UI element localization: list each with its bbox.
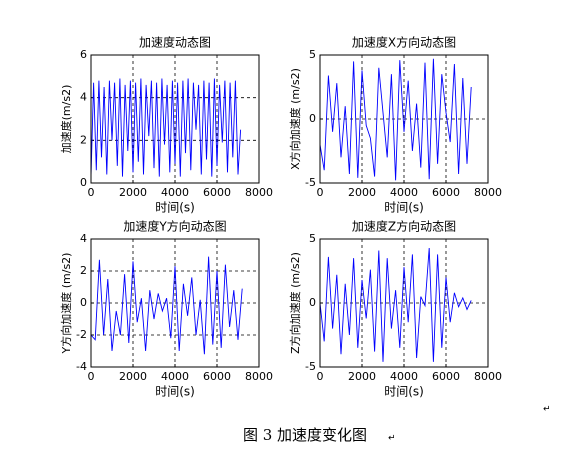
- x-tick-label: 8000: [245, 370, 273, 383]
- x-axis-label: 时间(s): [155, 201, 195, 215]
- x-axis-label: 时间(s): [155, 385, 195, 399]
- y-axis-label: Y方向加速度 (m/s2): [59, 253, 73, 355]
- y-tick-label: -4: [76, 360, 87, 373]
- axes-box: [319, 54, 489, 184]
- x-tick-label: 4000: [161, 370, 189, 383]
- x-tick-label: 6000: [203, 186, 231, 199]
- y-tick-label: 4: [80, 232, 87, 245]
- y-tick-label: 4: [80, 91, 87, 104]
- axes-box: [319, 238, 489, 368]
- axes-box: [90, 54, 260, 184]
- x-tick-label: 0: [88, 186, 95, 199]
- x-tick-label: 6000: [432, 186, 460, 199]
- y-tick-label: -5: [305, 360, 316, 373]
- x-tick-label: 4000: [161, 186, 189, 199]
- caption: 图 3 加速度变化图: [243, 426, 367, 444]
- y-tick-label: 6: [80, 48, 87, 61]
- y-tick-label: 0: [309, 112, 316, 125]
- x-tick-label: 6000: [203, 370, 231, 383]
- y-tick-label: -2: [76, 328, 87, 341]
- y-tick-label: 0: [80, 176, 87, 189]
- chart-title: 加速度X方向动态图: [352, 35, 456, 50]
- chart-title: 加速度Z方向动态图: [352, 219, 456, 234]
- y-tick-label: 2: [80, 133, 87, 146]
- y-tick-label: 5: [309, 48, 316, 61]
- y-tick-label: 2: [80, 264, 87, 277]
- x-tick-label: 0: [88, 370, 95, 383]
- y-axis-label: Z方向加速度 (m/s2): [288, 252, 302, 354]
- x-tick-label: 4000: [390, 186, 418, 199]
- axes-box: [90, 238, 260, 368]
- y-tick-label: 0: [309, 296, 316, 309]
- x-tick-label: 4000: [390, 370, 418, 383]
- x-tick-label: 2000: [119, 370, 147, 383]
- x-axis-label: 时间(s): [384, 385, 424, 399]
- x-tick-label: 0: [317, 186, 324, 199]
- y-axis-label: 加速度(m/s2): [59, 85, 73, 154]
- x-tick-label: 2000: [348, 370, 376, 383]
- data-line: [319, 247, 472, 362]
- x-tick-label: 8000: [245, 186, 273, 199]
- y-tick-label: 0: [80, 296, 87, 309]
- x-tick-label: 8000: [474, 370, 502, 383]
- x-tick-label: 2000: [348, 186, 376, 199]
- y-tick-label: 5: [309, 232, 316, 245]
- paragraph-mark: ↵: [388, 434, 396, 444]
- x-tick-label: 2000: [119, 186, 147, 199]
- chart-title: 加速度Y方向动态图: [123, 219, 226, 234]
- x-tick-label: 8000: [474, 186, 502, 199]
- data-line: [90, 256, 243, 355]
- x-tick-label: 0: [317, 370, 324, 383]
- y-axis-label: X方向加速度 (m/s2): [288, 68, 302, 170]
- chart-title: 加速度动态图: [139, 35, 211, 50]
- y-tick-label: -5: [305, 176, 316, 189]
- data-line: [319, 58, 472, 181]
- x-tick-label: 6000: [432, 370, 460, 383]
- data-line: [90, 78, 242, 177]
- paragraph-mark: ↵: [543, 405, 551, 415]
- x-axis-label: 时间(s): [384, 201, 424, 215]
